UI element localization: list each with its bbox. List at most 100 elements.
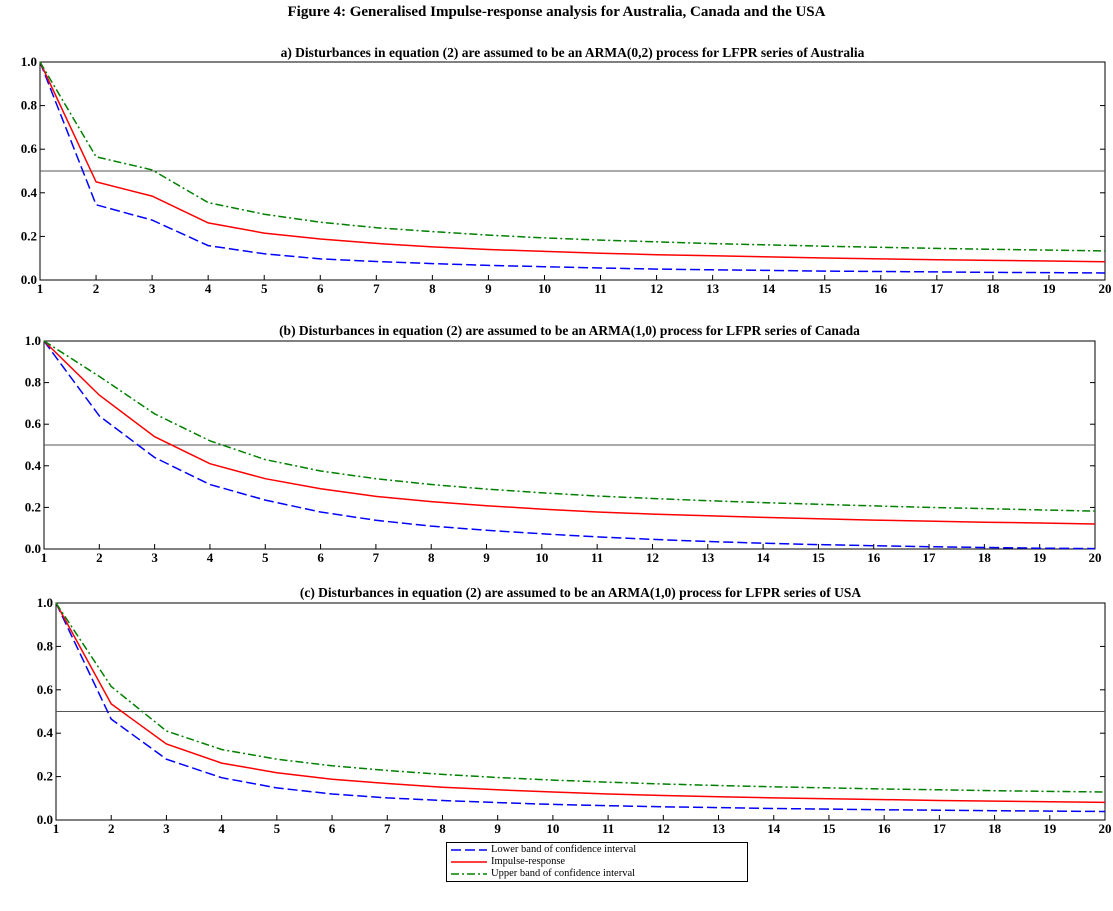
x-tick-label: 11 bbox=[602, 821, 614, 836]
panel-title: a) Disturbances in equation (2) are assu… bbox=[281, 45, 865, 60]
panel-title: (b) Disturbances in equation (2) are ass… bbox=[279, 323, 860, 338]
x-tick-label: 7 bbox=[373, 281, 380, 296]
x-tick-label: 15 bbox=[818, 281, 832, 296]
figure-title: Figure 4: Generalised Impulse-response a… bbox=[287, 4, 826, 20]
x-tick-label: 7 bbox=[384, 821, 391, 836]
x-tick-label: 2 bbox=[96, 550, 103, 565]
x-tick-label: 20 bbox=[1099, 281, 1112, 296]
x-tick-label: 1 bbox=[37, 281, 44, 296]
legend-label-impulse-response: Impulse-response bbox=[491, 856, 566, 867]
panel-3: (c) Disturbances in equation (2) are ass… bbox=[37, 585, 1112, 836]
x-tick-label: 13 bbox=[701, 550, 715, 565]
x-tick-label: 19 bbox=[1043, 821, 1057, 836]
series-line-impulse-response bbox=[55, 602, 1106, 804]
y-tick-label: 0.2 bbox=[25, 499, 41, 514]
x-tick-label: 6 bbox=[317, 550, 324, 565]
x-tick-label: 17 bbox=[923, 550, 937, 565]
y-tick-label: 0.4 bbox=[25, 458, 42, 473]
x-tick-label: 7 bbox=[373, 550, 380, 565]
x-tick-label: 14 bbox=[767, 821, 781, 836]
x-tick-label: 1 bbox=[41, 550, 48, 565]
x-tick-label: 4 bbox=[205, 281, 212, 296]
y-tick-label: 0.8 bbox=[25, 375, 42, 390]
y-tick-label: 0.0 bbox=[25, 541, 41, 556]
x-tick-label: 15 bbox=[812, 550, 826, 565]
x-tick-label: 16 bbox=[878, 821, 892, 836]
y-tick-label: 0.6 bbox=[37, 682, 54, 697]
series-line-lower-band bbox=[39, 61, 1106, 274]
x-tick-label: 16 bbox=[867, 550, 881, 565]
x-tick-label: 5 bbox=[274, 821, 281, 836]
x-tick-label: 4 bbox=[207, 550, 214, 565]
x-tick-label: 4 bbox=[218, 821, 225, 836]
x-tick-label: 10 bbox=[535, 550, 548, 565]
y-tick-label: 1.0 bbox=[21, 54, 37, 69]
y-tick-label: 0.8 bbox=[37, 638, 54, 653]
y-tick-label: 0.2 bbox=[21, 228, 37, 243]
x-tick-label: 9 bbox=[483, 550, 490, 565]
legend-item-upper-band: Upper band of confidence interval bbox=[447, 868, 747, 880]
y-tick-label: 0.0 bbox=[37, 812, 53, 827]
chart-legend: Lower band of confidence interval Impuls… bbox=[446, 842, 748, 882]
x-tick-label: 11 bbox=[594, 281, 606, 296]
panel-2: (b) Disturbances in equation (2) are ass… bbox=[25, 323, 1102, 565]
x-tick-label: 12 bbox=[650, 281, 663, 296]
x-tick-label: 20 bbox=[1099, 821, 1112, 836]
x-tick-label: 6 bbox=[317, 281, 324, 296]
legend-label-upper-band: Upper band of confidence interval bbox=[491, 868, 636, 879]
x-tick-label: 5 bbox=[262, 550, 269, 565]
x-tick-label: 6 bbox=[329, 821, 336, 836]
y-tick-label: 1.0 bbox=[37, 595, 53, 610]
series-line-upper-band bbox=[39, 61, 1106, 252]
x-tick-label: 3 bbox=[163, 821, 170, 836]
legend-item-lower-band: Lower band of confidence interval bbox=[447, 844, 747, 856]
x-tick-label: 8 bbox=[439, 821, 446, 836]
series-line-lower-band bbox=[55, 602, 1106, 813]
x-tick-label: 19 bbox=[1042, 281, 1056, 296]
x-tick-label: 15 bbox=[822, 821, 836, 836]
x-tick-label: 10 bbox=[546, 821, 559, 836]
y-tick-label: 0.4 bbox=[21, 185, 38, 200]
x-tick-label: 20 bbox=[1089, 550, 1102, 565]
x-tick-label: 9 bbox=[494, 821, 501, 836]
series-line-upper-band bbox=[43, 340, 1096, 512]
series-line-impulse-response bbox=[43, 340, 1096, 525]
x-tick-label: 18 bbox=[986, 281, 1000, 296]
y-tick-label: 0.2 bbox=[37, 769, 53, 784]
y-tick-label: 1.0 bbox=[25, 333, 41, 348]
x-tick-label: 12 bbox=[657, 821, 670, 836]
panel-title: (c) Disturbances in equation (2) are ass… bbox=[300, 585, 862, 600]
x-tick-label: 14 bbox=[757, 550, 771, 565]
series-line-upper-band bbox=[55, 602, 1106, 793]
x-tick-label: 1 bbox=[53, 821, 60, 836]
panel-1: a) Disturbances in equation (2) are assu… bbox=[21, 45, 1112, 296]
x-tick-label: 10 bbox=[538, 281, 551, 296]
x-tick-label: 17 bbox=[930, 281, 944, 296]
x-tick-label: 18 bbox=[978, 550, 992, 565]
y-tick-label: 0.6 bbox=[21, 141, 38, 156]
x-tick-label: 8 bbox=[429, 281, 436, 296]
x-tick-label: 18 bbox=[988, 821, 1002, 836]
x-tick-label: 14 bbox=[762, 281, 776, 296]
x-tick-label: 9 bbox=[485, 281, 492, 296]
x-tick-label: 13 bbox=[712, 821, 726, 836]
series-line-impulse-response bbox=[39, 61, 1106, 263]
x-tick-label: 13 bbox=[706, 281, 720, 296]
x-tick-label: 17 bbox=[933, 821, 947, 836]
y-tick-label: 0.6 bbox=[25, 416, 42, 431]
x-tick-label: 2 bbox=[93, 281, 100, 296]
x-tick-label: 3 bbox=[151, 550, 158, 565]
x-tick-label: 5 bbox=[261, 281, 268, 296]
x-tick-label: 3 bbox=[149, 281, 156, 296]
x-tick-label: 11 bbox=[591, 550, 603, 565]
y-tick-label: 0.8 bbox=[21, 98, 38, 113]
legend-item-impulse-response: Impulse-response bbox=[447, 856, 747, 868]
x-tick-label: 2 bbox=[108, 821, 115, 836]
x-tick-label: 16 bbox=[874, 281, 888, 296]
x-tick-label: 8 bbox=[428, 550, 435, 565]
y-tick-label: 0.0 bbox=[21, 272, 37, 287]
series-line-lower-band bbox=[43, 340, 1096, 550]
legend-label-lower-band: Lower band of confidence interval bbox=[491, 844, 637, 855]
x-tick-label: 12 bbox=[646, 550, 659, 565]
